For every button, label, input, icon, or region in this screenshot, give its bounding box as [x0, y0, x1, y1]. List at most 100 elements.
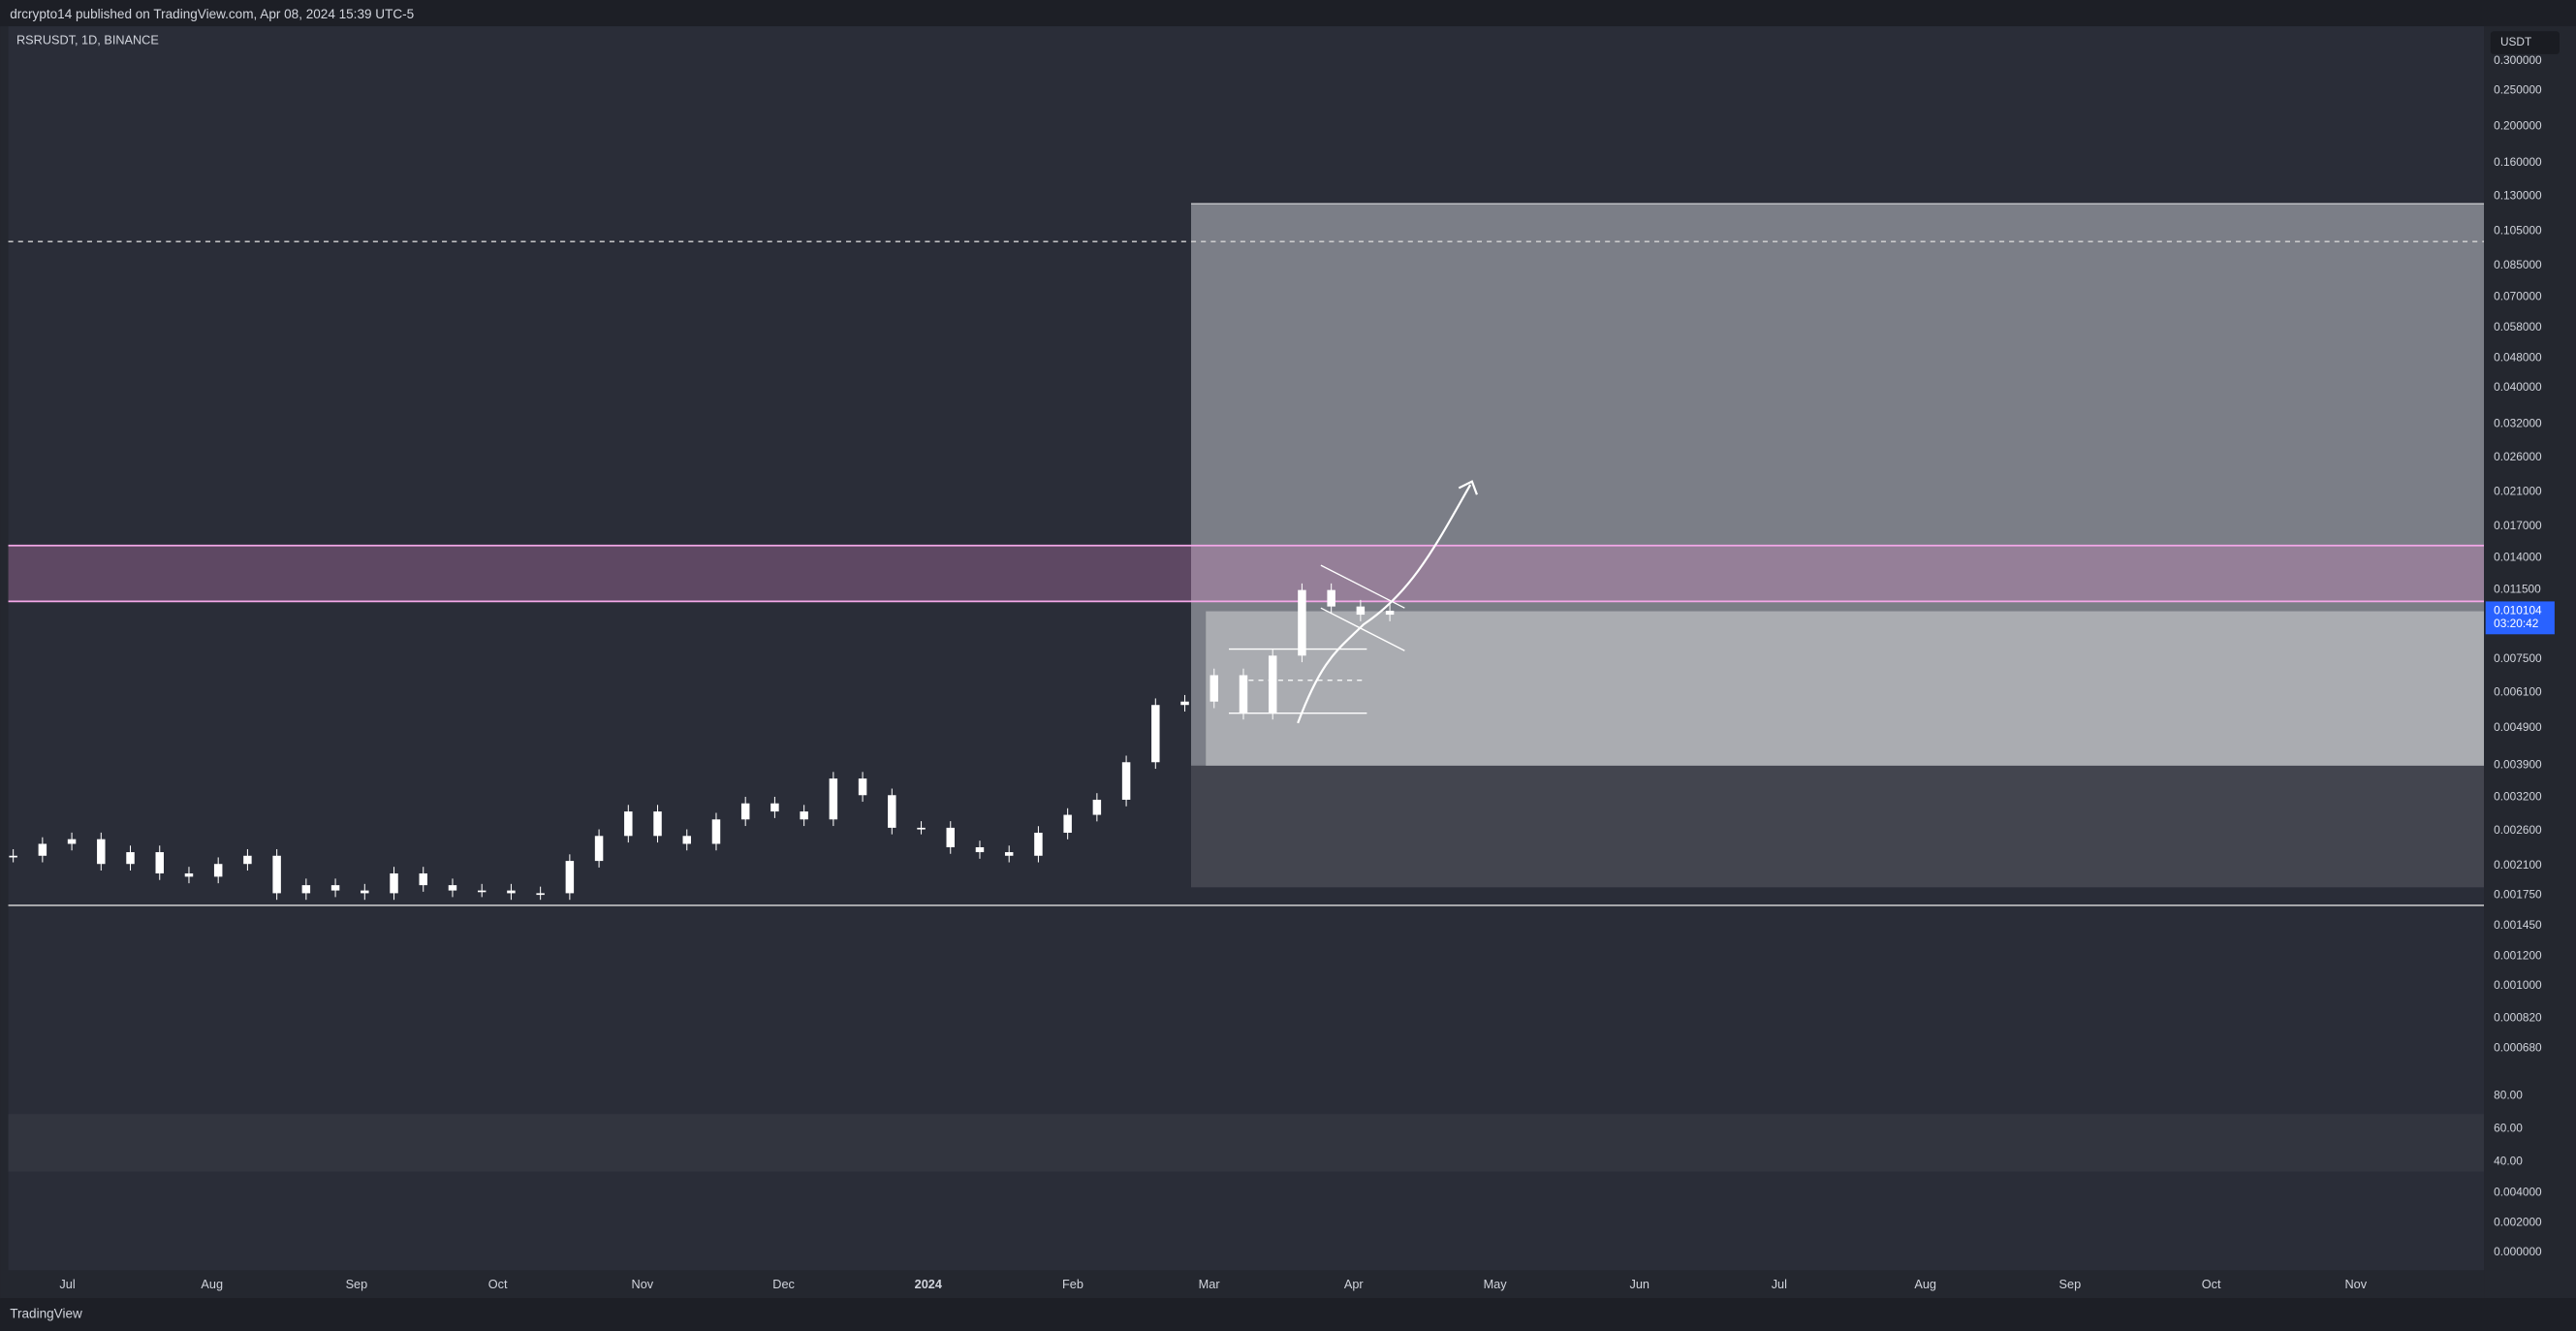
candle	[390, 872, 398, 894]
candle	[38, 843, 47, 856]
price-label: 0.048000	[2494, 350, 2542, 364]
price-label: 0.040000	[2494, 380, 2542, 394]
currency-box	[2490, 31, 2560, 54]
time-label: May	[1484, 1277, 1508, 1291]
resistance-zone	[8, 545, 2485, 602]
candle	[1327, 589, 1335, 607]
price-label: 0.200000	[2494, 119, 2542, 133]
range-zone	[1206, 611, 2486, 766]
price-label: 0.000820	[2494, 1010, 2542, 1024]
candle	[946, 827, 955, 847]
last-price-box	[2485, 601, 2555, 635]
candle	[858, 778, 867, 796]
candle	[917, 827, 926, 830]
time-label: Dec	[772, 1277, 795, 1291]
rsi-label: 80.00	[2494, 1089, 2523, 1102]
pennant-line	[1320, 607, 1405, 651]
rsi-label: 40.00	[2494, 1155, 2523, 1168]
time-label: Sep	[2059, 1277, 2082, 1291]
candle	[97, 839, 106, 865]
price-label: 0.001000	[2494, 978, 2542, 992]
candle	[272, 855, 281, 894]
last-price: 0.010104	[2494, 604, 2542, 618]
macd-label: 0.002000	[2494, 1215, 2542, 1228]
candle	[1298, 589, 1306, 656]
price-label: 0.160000	[2494, 155, 2542, 169]
price-label: 0.004900	[2494, 720, 2542, 734]
candle	[829, 778, 838, 820]
price-label: 0.003200	[2494, 789, 2542, 803]
price-label: 0.006100	[2494, 685, 2542, 699]
price-label: 0.001750	[2494, 887, 2542, 901]
candle	[624, 811, 633, 837]
candle	[975, 846, 985, 853]
candle	[1151, 705, 1160, 763]
time-label: Jul	[1772, 1277, 1787, 1291]
candle	[682, 836, 691, 844]
price-label: 0.001450	[2494, 918, 2542, 932]
candle	[243, 855, 252, 865]
candle	[507, 890, 516, 894]
arrow-head	[1458, 480, 1478, 495]
price-label: 0.003900	[2494, 757, 2542, 771]
time-label: Oct	[2202, 1277, 2221, 1291]
rsi-band	[8, 1114, 2485, 1172]
candle	[184, 872, 194, 877]
price-label: 0.130000	[2494, 189, 2542, 203]
time-label: Jul	[59, 1277, 75, 1291]
candle	[361, 890, 369, 894]
price-label: 0.250000	[2494, 82, 2542, 96]
candle	[419, 872, 427, 886]
candle	[477, 890, 487, 893]
candle	[330, 885, 340, 891]
price-label: 0.001200	[2494, 949, 2542, 963]
candle	[1385, 610, 1395, 616]
candle	[1004, 852, 1014, 856]
pennant-line	[1320, 564, 1405, 609]
rsi-label: 60.00	[2494, 1122, 2523, 1135]
time-label: Nov	[2344, 1277, 2367, 1291]
time-label: Feb	[1062, 1277, 1084, 1291]
candle	[770, 803, 779, 812]
time-label: Jun	[1630, 1277, 1649, 1291]
macd-label: 0.000000	[2494, 1245, 2542, 1258]
price-label: 0.014000	[2494, 551, 2542, 564]
candle	[1268, 655, 1277, 713]
time-label: 2024	[915, 1277, 942, 1291]
price-label: 0.300000	[2494, 53, 2542, 67]
candle	[1034, 833, 1043, 856]
price-label: 0.002600	[2494, 823, 2542, 837]
price-label: 0.085000	[2494, 258, 2542, 271]
price-label: 0.105000	[2494, 223, 2542, 237]
candle	[740, 803, 750, 820]
time-label: Aug	[1914, 1277, 1936, 1291]
header-text: drcrypto14 published on TradingView.com,…	[10, 7, 414, 21]
candle	[711, 819, 721, 844]
candle	[213, 864, 223, 877]
candle	[155, 852, 164, 873]
candle	[1180, 701, 1189, 706]
candle	[1121, 762, 1131, 800]
candle	[301, 885, 311, 894]
price-label: 0.058000	[2494, 320, 2542, 333]
time-label: Aug	[201, 1277, 223, 1291]
candle	[536, 893, 545, 896]
price-label: 0.002100	[2494, 858, 2542, 871]
candle	[1239, 675, 1248, 713]
price-scale	[2484, 26, 2576, 1299]
time-label: Oct	[488, 1277, 508, 1291]
price-label: 0.007500	[2494, 651, 2542, 665]
time-label: Apr	[1344, 1277, 1365, 1291]
time-label: Nov	[632, 1277, 654, 1291]
candle	[126, 852, 135, 865]
candle	[9, 855, 17, 858]
candle	[1356, 606, 1366, 616]
candle	[67, 839, 77, 844]
candle	[1092, 799, 1102, 815]
candle	[800, 811, 808, 820]
price-label: 0.070000	[2494, 289, 2542, 302]
candle	[448, 885, 457, 891]
macd-label: 0.004000	[2494, 1186, 2542, 1199]
candle	[653, 811, 662, 837]
